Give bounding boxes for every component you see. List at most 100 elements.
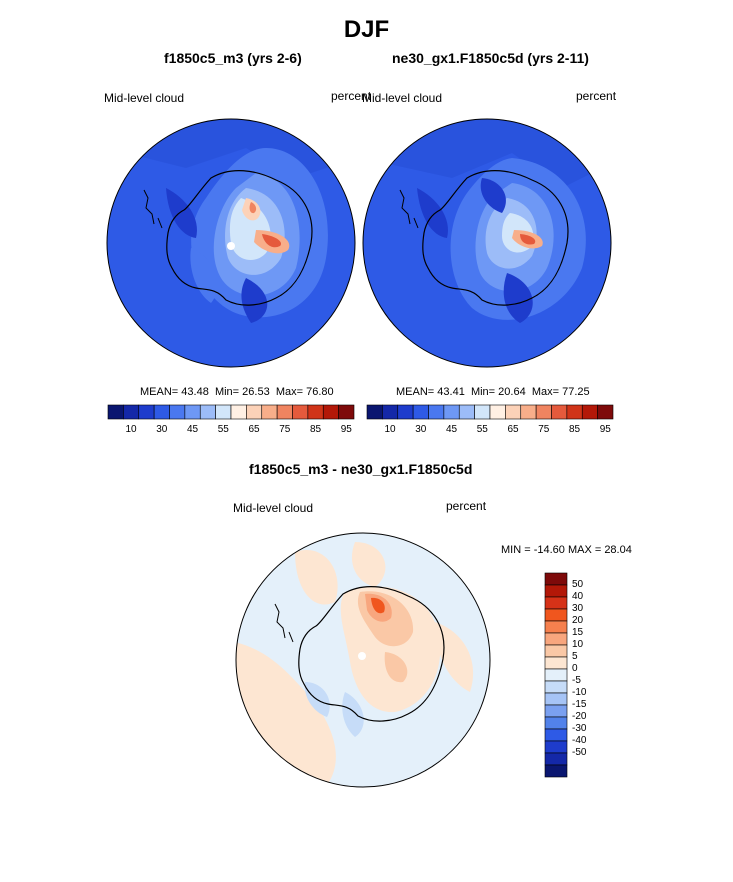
diff-colorbar-swatch: [544, 620, 568, 634]
diff-colorbar-swatch: [544, 728, 568, 742]
diff-colorbar-tick-label: -40: [572, 735, 587, 746]
panel-1-colorbar-swatch: [169, 404, 186, 420]
panel-2-colorbar-swatch: [597, 404, 614, 420]
diff-colorbar: [544, 572, 568, 778]
panel-2-colorbar-tick-label: 85: [569, 424, 581, 435]
panel-1-colorbar-swatch: [307, 404, 324, 420]
diff-panel-units: percent: [446, 499, 487, 513]
panel-1-colorbar-swatch: [276, 404, 293, 420]
diff-colorbar-tick-label: 20: [572, 615, 584, 626]
panel-2-colorbar-swatch: [458, 404, 475, 420]
panel-1-colorbar-swatch: [261, 404, 278, 420]
panel-1-colorbar-swatch: [138, 404, 155, 420]
panel-2-map: [362, 118, 612, 368]
diff-colorbar-tick-label: -15: [572, 699, 587, 710]
diff-colorbar-tick-label: 30: [572, 603, 584, 614]
figure-title: DJF: [343, 16, 390, 43]
diff-map: [235, 532, 491, 788]
panel-2-colorbar-swatch: [489, 404, 506, 420]
diff-colorbar-swatch: [544, 632, 568, 646]
panel-2-colorbar-tick-label: 65: [507, 424, 519, 435]
panel-2-stats: MEAN= 43.41 Min= 20.64 Max= 77.25: [396, 386, 590, 398]
diff-panel-variable: Mid-level cloud: [233, 501, 314, 515]
panel-2-variable: Mid-level cloud: [362, 91, 443, 105]
panel-1-colorbar-swatch: [184, 404, 201, 420]
panel-2-colorbar: [366, 404, 614, 420]
panel-2-colorbar-swatch: [443, 404, 460, 420]
panel-2-colorbar-tick-label: 30: [415, 424, 427, 435]
diff-colorbar-tick-label: 0: [572, 663, 578, 674]
diff-colorbar-swatch: [544, 668, 568, 682]
diff-colorbar-tick-label: 10: [572, 639, 584, 650]
panel-1-units: percent: [331, 89, 372, 103]
panel-2-units: percent: [576, 89, 617, 103]
panel-2-colorbar-swatch: [505, 404, 522, 420]
diff-colorbar-tick-label: 5: [572, 651, 578, 662]
diff-minmax: MIN = -14.60 MAX = 28.04: [501, 544, 632, 556]
diff-colorbar-swatch: [544, 740, 568, 754]
panel-2-colorbar-tick-label: 95: [599, 424, 611, 435]
diff-colorbar-swatch: [544, 704, 568, 718]
panel-2-colorbar-tick-label: 10: [384, 424, 396, 435]
panel-1-colorbar-swatch: [292, 404, 309, 420]
panel-1-map: [106, 118, 356, 368]
panel-1-colorbar-swatch: [246, 404, 263, 420]
panel-1-colorbar-tick-label: 55: [217, 424, 229, 435]
panel-1-title: f1850c5_m3 (yrs 2-6): [164, 50, 302, 66]
panel-1-colorbar-tick-label: 95: [340, 424, 352, 435]
diff-colorbar-ticks: 50 40 30 20 15 10 5 0 -5 -10 -15 -20 -30 -40 -50: [572, 573, 612, 777]
diff-colorbar-swatch: [544, 608, 568, 622]
diff-colorbar-tick-label: -5: [572, 675, 581, 686]
panel-1-variable: Mid-level cloud: [104, 91, 185, 105]
diff-colorbar-swatch: [544, 572, 568, 586]
panel-2-colorbar-swatch: [412, 404, 429, 420]
diff-colorbar-swatch: [544, 752, 568, 766]
panel-1-colorbar-swatch: [338, 404, 355, 420]
panel-1-colorbar-swatch: [123, 404, 140, 420]
diff-panel-title: f1850c5_m3 - ne30_gx1.F1850c5d: [249, 461, 473, 477]
panel-1-colorbar-swatch: [153, 404, 170, 420]
panel-1-colorbar-tick-label: 30: [156, 424, 168, 435]
panel-2-title: ne30_gx1.F1850c5d (yrs 2-11): [392, 50, 589, 66]
diff-colorbar-swatch: [544, 656, 568, 670]
panel-2-colorbar-swatch: [474, 404, 491, 420]
panel-2-colorbar-tick-label: 45: [446, 424, 458, 435]
panel-2-colorbar-swatch: [366, 404, 383, 420]
diff-colorbar-tick-label: -10: [572, 687, 587, 698]
panel-1-stats: MEAN= 43.48 Min= 26.53 Max= 76.80: [140, 386, 334, 398]
panel-2-colorbar-swatch: [428, 404, 445, 420]
panel-1-colorbar-swatch: [230, 404, 247, 420]
panel-1-colorbar: [107, 404, 355, 420]
panel-2-colorbar-swatch: [581, 404, 598, 420]
panel-2-colorbar-tick-label: 55: [476, 424, 488, 435]
panel-2-colorbar-swatch: [397, 404, 414, 420]
diff-colorbar-tick-label: 40: [572, 591, 584, 602]
diff-colorbar-swatch: [544, 584, 568, 598]
panel-2-colorbar-swatch: [535, 404, 552, 420]
panel-1-colorbar-tick-label: 65: [248, 424, 260, 435]
panel-1-colorbar-swatch: [215, 404, 232, 420]
diff-colorbar-swatch: [544, 716, 568, 730]
panel-2-colorbar-tick-label: 75: [538, 424, 550, 435]
panel-1-colorbar-tick-label: 75: [279, 424, 291, 435]
panel-1-colorbar-swatch: [107, 404, 124, 420]
panel-1-colorbar-tick-label: 10: [125, 424, 137, 435]
diff-colorbar-tick-label: -30: [572, 723, 587, 734]
panel-2-colorbar-swatch: [382, 404, 399, 420]
diff-colorbar-tick-label: 50: [572, 579, 584, 590]
diff-colorbar-swatch: [544, 692, 568, 706]
diff-colorbar-swatch: [544, 644, 568, 658]
panel-2-colorbar-swatch: [566, 404, 583, 420]
panel-1-colorbar-swatch: [199, 404, 216, 420]
panel-1-colorbar-tick-label: 85: [310, 424, 322, 435]
diff-colorbar-swatch: [544, 764, 568, 778]
panel-2-colorbar-swatch: [551, 404, 568, 420]
diff-colorbar-tick-label: -50: [572, 747, 587, 758]
panel-1-colorbar-swatch: [322, 404, 339, 420]
panel-1-colorbar-tick-label: 45: [187, 424, 199, 435]
diff-colorbar-tick-label: 15: [572, 627, 584, 638]
diff-colorbar-swatch: [544, 596, 568, 610]
diff-colorbar-swatch: [544, 680, 568, 694]
panel-2-colorbar-swatch: [520, 404, 537, 420]
diff-colorbar-tick-label: -20: [572, 711, 587, 722]
